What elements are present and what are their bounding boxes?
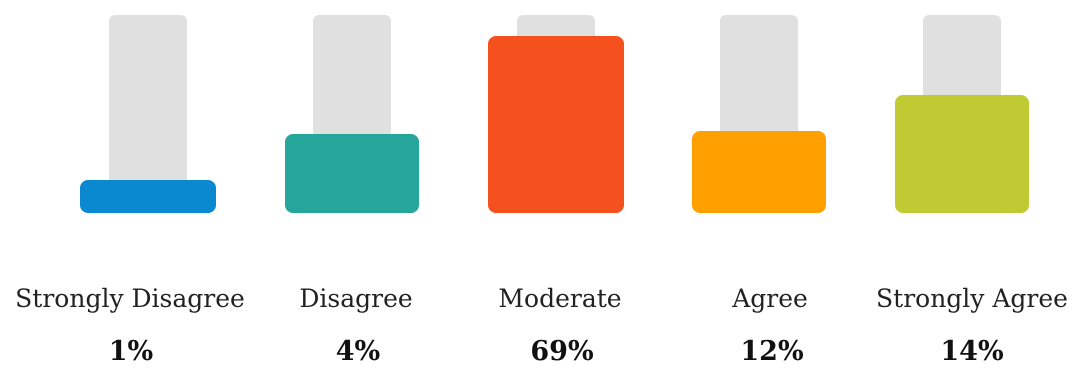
category-label-strongly-disagree: Strongly Disagree xyxy=(15,284,245,313)
percentage-label-disagree: 4% xyxy=(335,336,381,367)
percentage-label-strongly-agree: 14% xyxy=(940,336,1004,367)
bar-moderate xyxy=(488,36,624,213)
category-label-disagree: Disagree xyxy=(299,284,413,313)
category-label-strongly-agree: Strongly Agree xyxy=(876,284,1068,313)
bar-track-strongly-disagree xyxy=(109,15,187,213)
percentage-label-moderate: 69% xyxy=(530,336,594,367)
category-label-moderate: Moderate xyxy=(498,284,622,313)
bar-strongly-agree xyxy=(895,95,1029,213)
bar-agree xyxy=(692,131,826,213)
category-label-agree: Agree xyxy=(732,284,808,313)
bar-strongly-disagree xyxy=(80,180,216,213)
bar-disagree xyxy=(285,134,419,213)
percentage-label-strongly-disagree: 1% xyxy=(108,336,154,367)
percentage-label-agree: 12% xyxy=(740,336,804,367)
